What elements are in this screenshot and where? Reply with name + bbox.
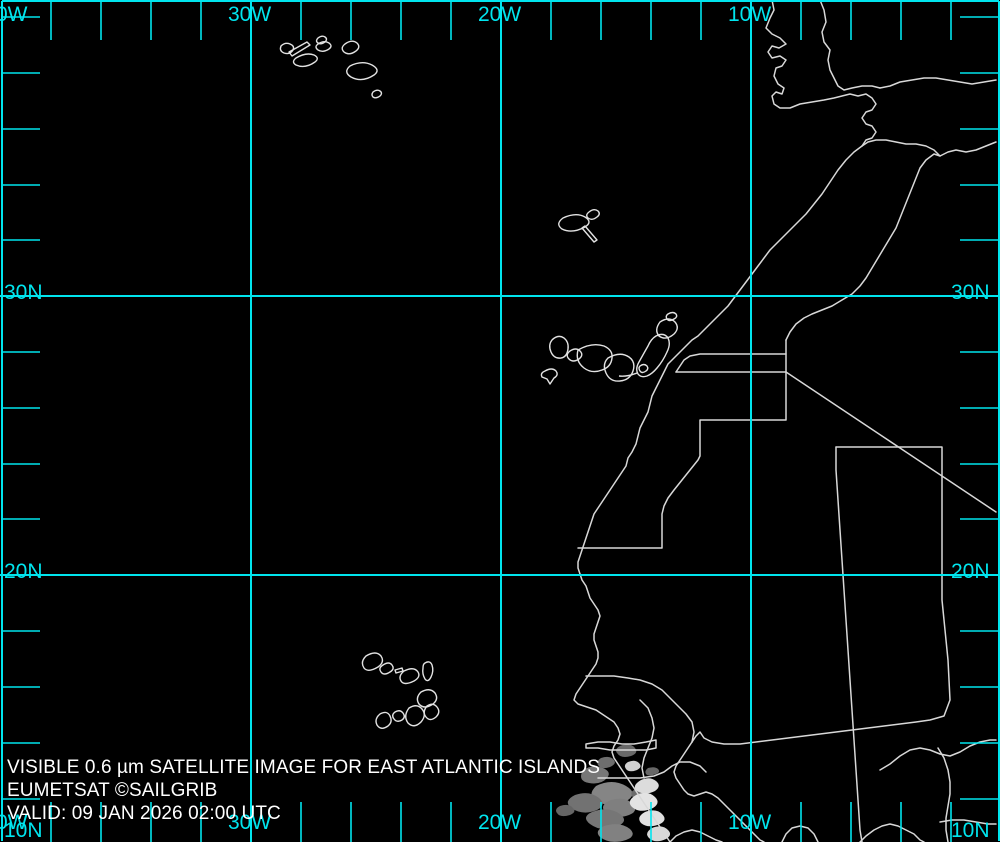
island-brava [423,703,440,721]
border-senegal-north [585,675,695,743]
lon-label-top-0w: 0W [0,3,28,26]
lon-label-bottom-0w: 0W [0,811,28,834]
island-tenerife [576,343,613,373]
coast-west-africa [573,573,671,842]
border-algeria-mali [785,371,997,513]
border-ivory-coast [781,825,819,842]
lon-label-bottom-30w: 30W [228,811,272,834]
lon-label-bottom-10w: 10W [728,811,772,834]
coast-gambia [585,739,657,751]
coast-ghana [939,819,997,825]
island-azores [279,35,383,99]
island-graciosa [665,311,678,322]
coast-iberia [765,0,877,147]
island-canary [540,311,678,385]
island-maio [392,710,405,722]
coast-morocco-north [861,139,997,157]
island-fuerteventura [636,333,670,378]
island-la-palma [549,335,569,359]
border-inner-niger [937,747,951,842]
caption-valid-time: VALID: 09 JAN 2026 02:00 UTC [7,803,281,824]
island-canary-shelf [618,372,638,377]
minor-ticks-right [960,16,999,800]
island-la-gomera [566,348,583,362]
lon-label-top-20w: 20W [478,3,522,26]
island-cape-verde [361,652,440,729]
lat-label-right-30n: 30N [951,281,990,304]
cloud-layer [556,744,671,842]
border-morocco-wsahara [675,353,787,373]
minor-ticks-bottom [50,802,952,842]
lat-label-left-30n: 30N [4,281,43,304]
island-sal [422,661,434,682]
lat-label-left-10n: 10N [4,819,43,842]
island-gran-canaria [603,353,635,382]
caption-title: VISIBLE 0.6 µm SATELLITE IMAGE FOR EAST … [7,757,601,778]
island-sao-nicolau [399,668,420,685]
border-morocco-algeria [785,153,941,341]
lon-label-top-30w: 30W [228,3,272,26]
coastline-layer [573,0,997,842]
island-fogo [405,705,425,727]
island-el-hierro [540,368,558,385]
border-western-sahara [577,371,787,549]
border-senegal-south [597,761,707,779]
border-mauritania-left [835,446,863,842]
island-santo-antao [361,652,384,671]
border-mauritania-mali [691,446,951,745]
border-burkina [859,823,925,842]
lat-label-right-10n: 10N [951,819,990,842]
caption-source: EUMETSAT ©SAILGRIB [7,780,218,801]
interior-cross-ticks [36,58,928,814]
lon-label-bottom-20w: 20W [478,811,522,834]
islands-layer [279,35,678,729]
coast-morocco-atlantic [577,145,863,575]
coast-spain-ne [879,77,997,89]
island-sao-vicente [379,662,394,675]
island-lobos [638,363,649,374]
coast-spain-east [819,0,881,91]
lat-label-left-20n: 20N [4,560,43,583]
island-madeira [558,209,600,243]
border-mali-niger [879,739,997,771]
minor-ticks-left [2,16,40,800]
island-santiago [375,711,392,729]
coast-guinea [669,829,723,842]
lat-label-right-20n: 20N [951,560,990,583]
lon-label-top-10w: 10W [728,3,772,26]
border-guinea-bissau [639,699,655,779]
minor-ticks-top [50,1,952,40]
